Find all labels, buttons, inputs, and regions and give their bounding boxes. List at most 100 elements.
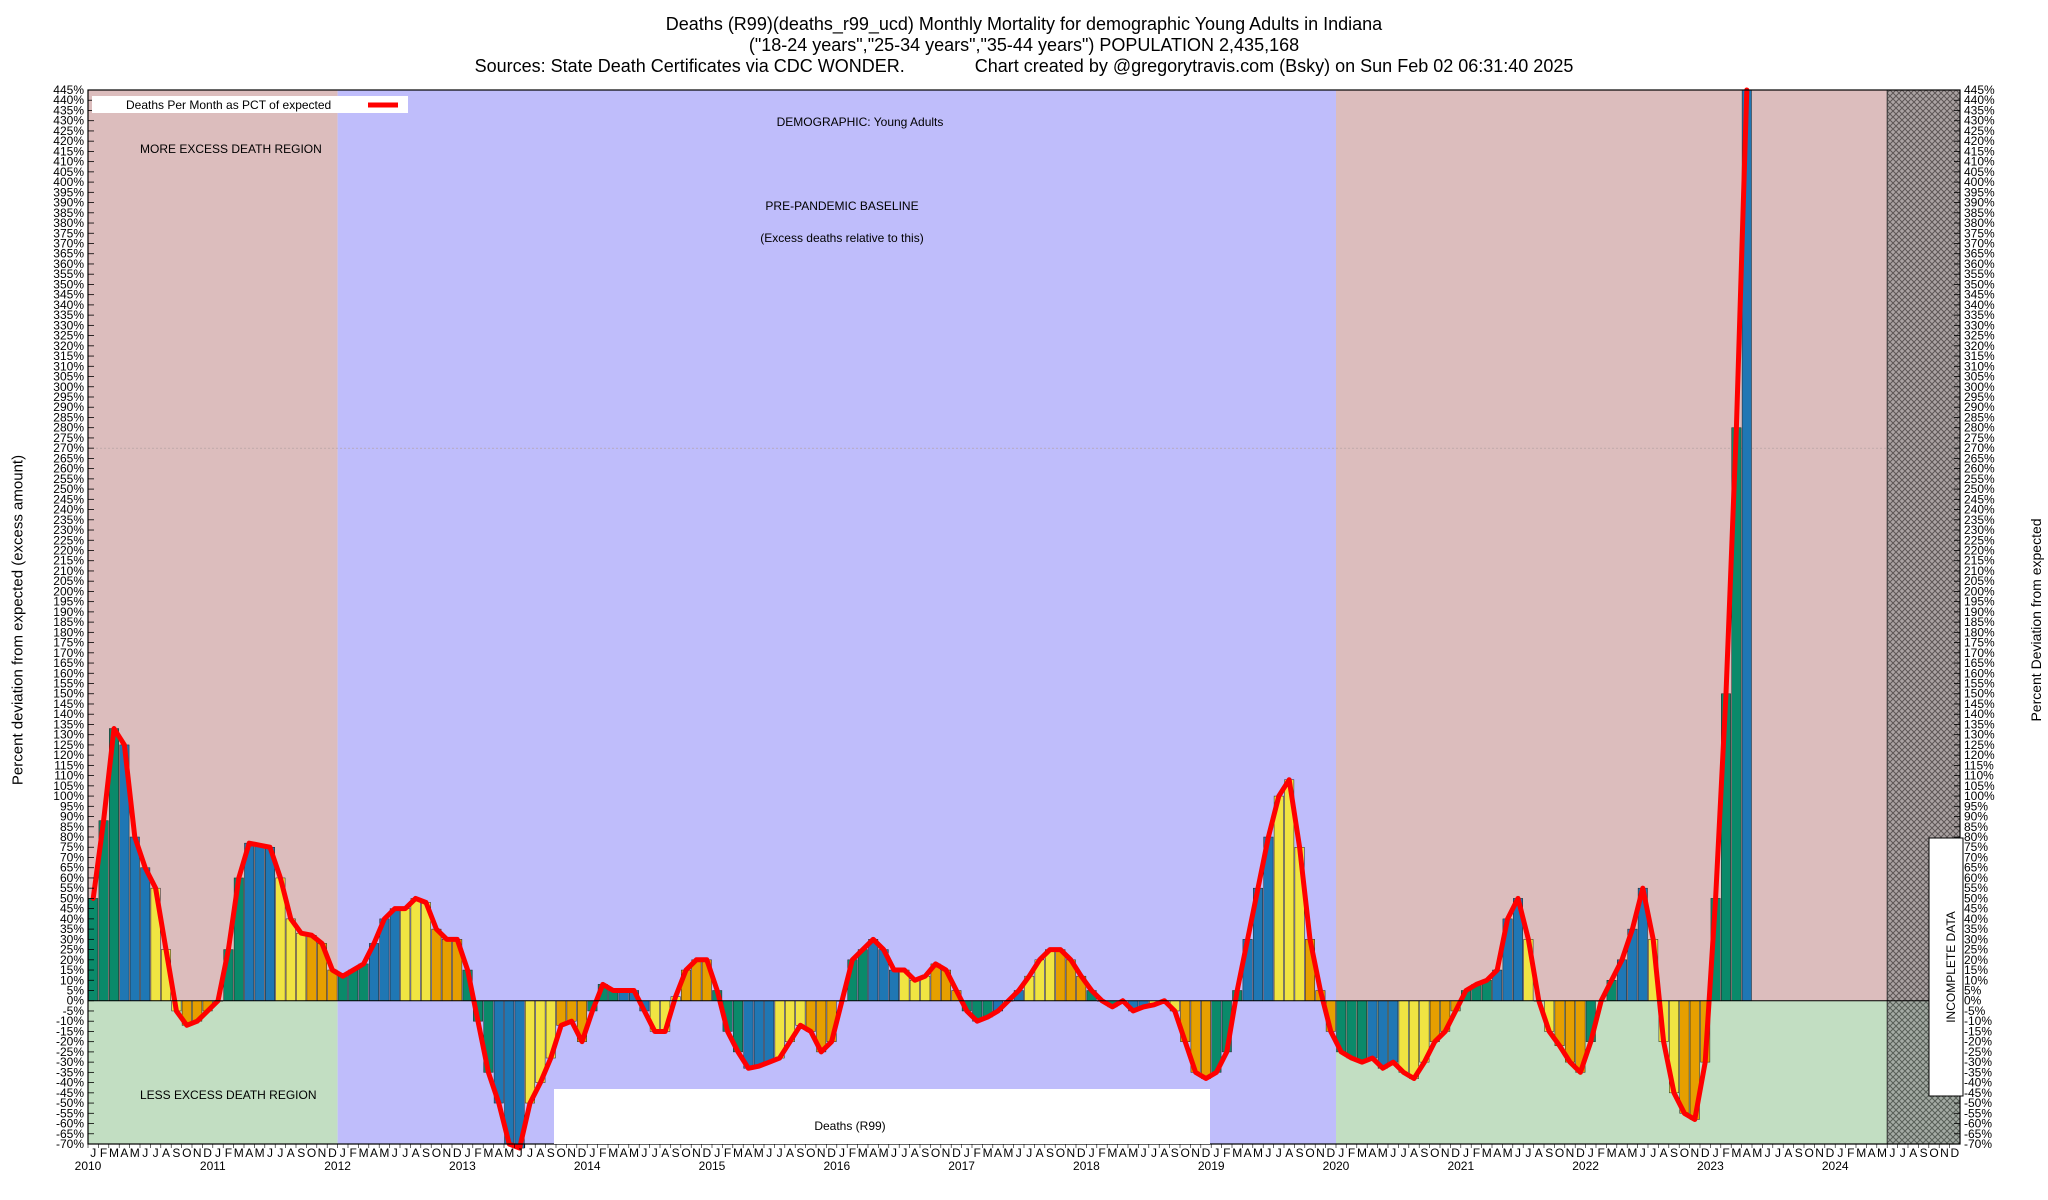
y-tick-label-left: -40% [56,1076,84,1090]
incomplete-data-badge: INCOMPLETE DATA [1928,837,1964,1097]
bar [753,1000,764,1067]
x-month-label: O [1430,1146,1439,1160]
y-tick-label-left: 355% [53,267,84,281]
y-tick-label-right: 285% [1964,410,1995,424]
more-excess-label: MORE EXCESS DEATH REGION [140,142,322,156]
x-month-label: M [130,1146,140,1160]
x-month-label: S [1545,1146,1553,1160]
x-month-label: J [652,1146,658,1160]
x-month-label: J [1463,1146,1469,1160]
cause-label-box [554,1089,1210,1144]
y-tick-label-right: 175% [1964,636,1995,650]
y-tick-label-left: 270% [53,441,84,455]
y-tick-label-right: 205% [1964,574,1995,588]
y-tick-label-left: 445% [53,83,84,97]
y-tick-label-left: 240% [53,503,84,517]
x-month-label: N [1191,1146,1200,1160]
y-tick-label-right: 245% [1964,492,1995,506]
y-tick-label-left: -20% [56,1035,84,1049]
y-tick-label-left: 365% [53,247,84,261]
y-tick-label-left: 370% [53,236,84,250]
y-tick-label-left: -5% [63,1004,85,1018]
x-month-label: F [1348,1146,1355,1160]
y-tick-label-right: 405% [1964,165,1995,179]
x-month-label: J [766,1146,772,1160]
x-month-label: J [517,1146,523,1160]
y-tick-label-right: 295% [1964,390,1995,404]
bar [764,1000,775,1063]
y-tick-label-right: 145% [1964,697,1995,711]
x-month-label: S [1920,1146,1928,1160]
y-tick-label-left: 220% [53,543,84,557]
x-month-label: N [817,1146,826,1160]
x-month-label: D [453,1146,462,1160]
x-month-label: M [754,1146,764,1160]
y-tick-label-left: 210% [53,564,84,578]
baseline-sublabel: (Excess deaths relative to this) [760,231,923,245]
x-month-label: F [974,1146,981,1160]
x-month-label: S [1670,1146,1678,1160]
y-tick-label-left: 15% [60,963,84,977]
y-tick-label-right: 80% [1964,830,1988,844]
y-tick-label-right: -30% [1964,1055,1992,1069]
chart-title: Deaths (R99)(deaths_r99_ucd) Monthly Mor… [665,14,1383,34]
x-month-label: A [1493,1146,1501,1160]
y-tick-label-right: 435% [1964,103,1995,117]
y-tick-label-right: 170% [1964,646,1995,660]
y-tick-label-left: 345% [53,288,84,302]
y-tick-label-left: 275% [53,431,84,445]
y-tick-label-right: 165% [1964,656,1995,670]
bar [857,949,868,1001]
x-month-label: A [1909,1146,1917,1160]
y-tick-label-left: 440% [53,93,84,107]
y-tick-label-right: 140% [1964,707,1995,721]
x-month-label: A [1743,1146,1751,1160]
x-month-label: J [1265,1146,1271,1160]
bar [140,867,151,1001]
x-month-label: M [733,1146,743,1160]
x-month-label: J [1089,1146,1095,1160]
x-month-label: J [1837,1146,1843,1160]
y-tick-label-left: 145% [53,697,84,711]
x-month-label: F [1598,1146,1605,1160]
bar [1273,795,1284,1001]
x-month-label: S [1296,1146,1304,1160]
y-tick-label-right: -55% [1964,1106,1992,1120]
x-month-label: M [858,1146,868,1160]
x-year-label: 2023 [1697,1159,1724,1173]
y-tick-label-left: 225% [53,533,84,547]
y-tick-label-left: 235% [53,513,84,527]
chart-title-block: Deaths (R99)(deaths_r99_ucd) Monthly Mor… [0,14,2048,77]
y-tick-label-left: -60% [56,1117,84,1131]
bar [1346,1000,1357,1059]
x-month-label: S [1046,1146,1054,1160]
bar [129,836,140,1001]
y-tick-label-right: 35% [1964,922,1988,936]
x-month-label: S [1420,1146,1428,1160]
x-month-label: M [1482,1146,1492,1160]
x-month-label: J [1900,1146,1906,1160]
x-year-label: 2019 [1198,1159,1225,1173]
y-tick-label-left: 315% [53,349,84,363]
bar [1367,1000,1378,1059]
cause-label: Deaths (R99) [814,1119,885,1133]
y-tick-label-left: 140% [53,707,84,721]
x-month-label: J [392,1146,398,1160]
y-tick-label-left: 130% [53,728,84,742]
y-tick-label-left: 55% [60,881,84,895]
x-month-label: J [527,1146,533,1160]
x-month-label: D [702,1146,711,1160]
y-tick-label-right: 30% [1964,932,1988,946]
x-month-label: A [661,1146,669,1160]
x-month-label: J [1338,1146,1344,1160]
x-year-label: 2013 [449,1159,476,1173]
y-tick-label-left: -30% [56,1055,84,1069]
y-tick-label-left: 75% [60,840,84,854]
y-tick-label-left: 150% [53,687,84,701]
x-month-label: N [442,1146,451,1160]
x-month-label: O [1805,1146,1814,1160]
x-month-label: J [1525,1146,1531,1160]
x-month-label: A [1036,1146,1044,1160]
y-tick-label-left: 295% [53,390,84,404]
y-tick-label-left: 435% [53,103,84,117]
